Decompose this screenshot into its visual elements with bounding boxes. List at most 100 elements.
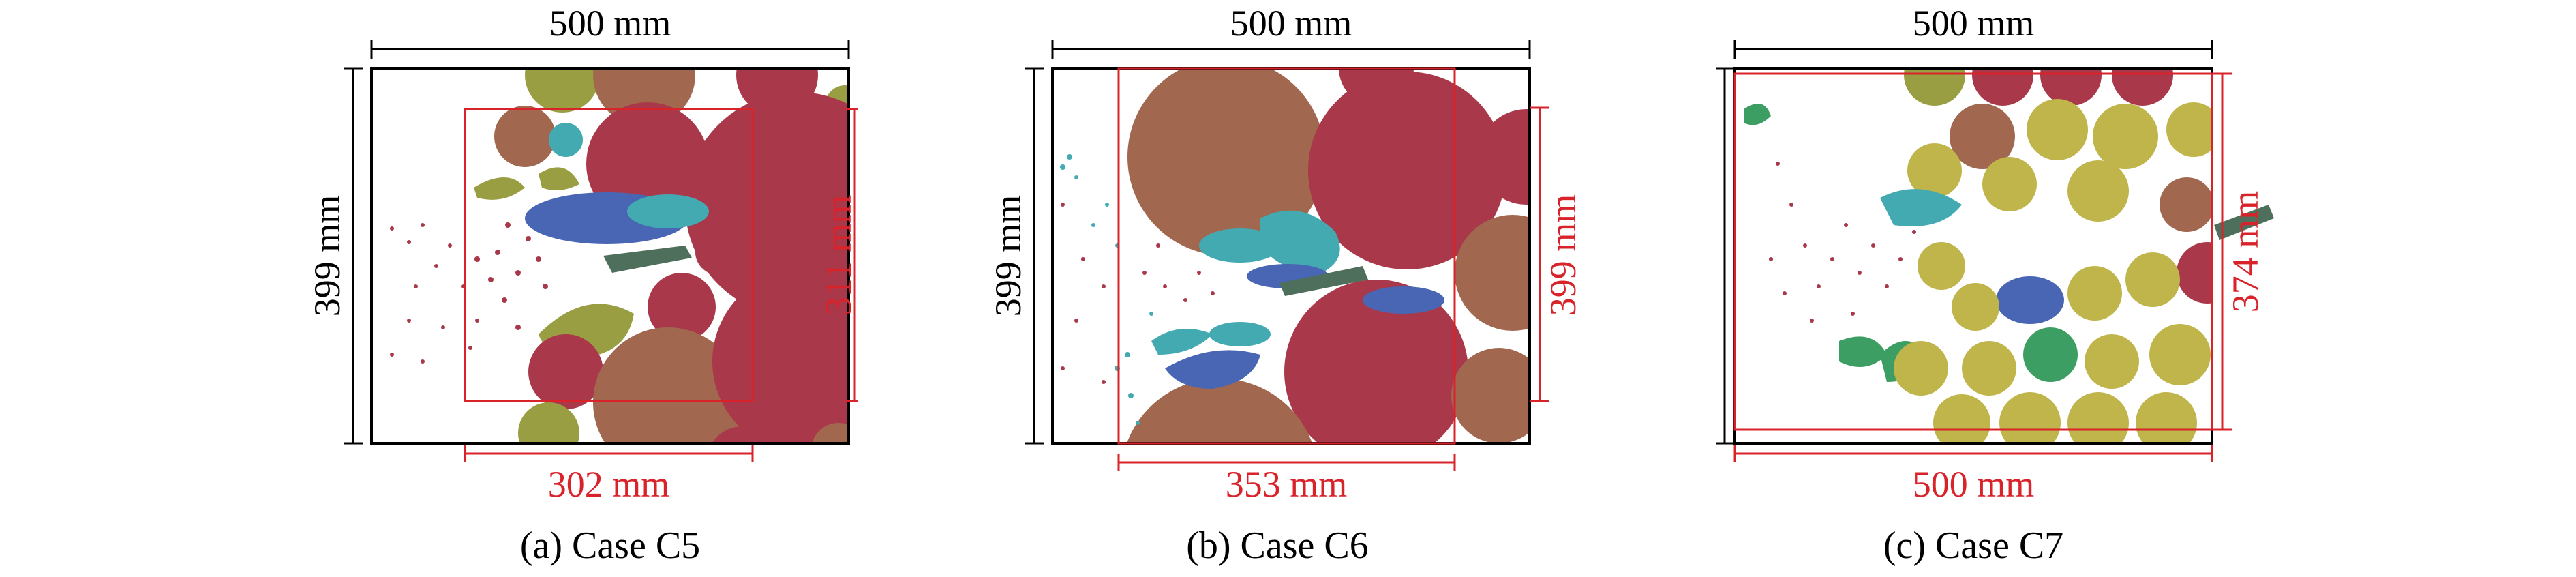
aggregate-particle [1880,189,1962,226]
aggregate-particle [1952,283,1999,331]
panel-b-drawing: 500 mm 399 mm 353 mm 399 mm (b) Case C6 [988,3,1584,567]
scattered-fragments [1060,154,1153,425]
width-dimension [1051,40,1531,59]
aggregate-particle [2177,242,2212,304]
aggregate-particle [2160,177,2212,232]
aggregate-particle [518,402,579,443]
aggregate-particle [1363,286,1444,314]
aggregate-particle [474,177,525,200]
aggregate-particle [1209,322,1271,346]
scattered-fragments [1061,203,1215,384]
box-height-label: 399 mm [1543,194,1584,316]
specimen-frame [370,67,850,445]
aggregate-particle [2166,102,2212,157]
box-width-dimension [1733,445,2213,462]
aggregate-particle [593,327,743,443]
aggregate-particle [549,123,583,157]
aggregate-particle [525,68,600,113]
panel-case-c5: 500 mm 399 mm 302 mm 311 mm (a) Case C5 [0,0,858,577]
aggregate-particle [1894,341,1948,396]
width-label: 500 mm [549,3,671,44]
aggregate-particle [2085,334,2139,389]
aggregate-particle [712,269,849,443]
panel-c-drawing: 500 mm 399 mm 500 mm 374 mm (c) Case C7 [1716,3,2274,567]
aggregate-particle [2027,99,2088,160]
aggregate-particle [2023,327,2078,382]
aggregate-particle [1451,348,1530,443]
aggregate-particle [1199,228,1281,263]
aggregate-particle [1284,280,1468,443]
aggregate-particle [648,273,716,341]
aggregate-particle [1126,379,1313,443]
aggregate-particle [1933,394,1990,443]
height-dimension [1025,67,1044,445]
width-dimension [370,40,850,59]
aggregate-particle [2040,68,2102,106]
aggregate-particle [494,106,556,167]
aggregate-particle [2067,160,2129,222]
aggregate-particle [1904,68,1965,106]
height-label: 399 mm [1716,195,1723,317]
box-height-label: 374 mm [2225,191,2266,313]
compressed-region-box [1117,67,1456,445]
scattered-fragments [390,222,548,364]
height-label: 399 mm [988,195,1029,317]
aggregate-particle [711,426,775,443]
particle-clusters [1060,68,1530,443]
cutting-blade [1279,266,1368,296]
aggregate-particle [1972,68,2033,106]
box-width-label: 302 mm [548,464,670,505]
panel-caption: (b) Case C6 [1186,524,1369,567]
cutting-blade [2214,205,2274,240]
aggregate-particle [627,194,709,228]
particle-clusters [1744,68,2212,443]
aggregate-particle [2067,266,2122,321]
panel-caption: (c) Case C7 [1883,524,2063,567]
aggregate-particle [1308,72,1506,269]
width-dimension [1733,40,2213,59]
aggregate-particle [1151,329,1213,355]
compressed-region-box [1733,72,2213,431]
aggregate-particle [1744,104,1771,125]
aggregate-particle [1918,242,1965,290]
particle-clusters [390,68,849,443]
aggregate-particle [695,228,750,276]
cutting-blade [603,246,692,273]
width-label: 500 mm [1913,3,2035,44]
box-width-dimension [1117,454,1456,471]
panel-a-drawing: 500 mm 399 mm 302 mm 311 mm (a) Case C5 [307,3,858,567]
compressed-region-box [464,108,754,402]
aggregate-particle [2125,252,2180,307]
aggregate-particle [1962,341,2016,396]
aggregate-particle [528,334,603,409]
box-width-label: 353 mm [1226,464,1348,505]
scattered-fragments [1769,162,1916,323]
aggregate-particle [1996,276,2064,324]
aggregate-particle [1907,143,1962,198]
box-width-label: 500 mm [1913,464,2035,505]
aggregate-particle [812,423,849,443]
aggregate-particle [1127,68,1325,256]
aggregate-particle [1950,104,2015,169]
height-dimension [344,67,363,445]
panel-caption: (a) Case C5 [520,524,700,567]
aggregate-particle [2149,324,2211,385]
box-height-dimension [2213,72,2232,431]
aggregate-particle [2112,68,2173,106]
aggregate-particle [1455,215,1530,331]
box-height-dimension [845,108,858,402]
panel-case-c6: 500 mm 399 mm 353 mm 399 mm (b) Case C6 [858,0,1716,577]
width-label: 500 mm [1230,3,1352,44]
aggregate-particle [1982,157,2037,211]
box-width-dimension [464,445,754,462]
box-height-label: 311 mm [818,195,858,316]
aggregate-particle [2093,104,2158,169]
box-height-dimension [1530,106,1549,402]
height-label: 399 mm [307,195,348,317]
panel-case-c7: 500 mm 399 mm 500 mm 374 mm (c) Case C7 [1716,0,2575,577]
aggregate-particle [1839,336,1887,367]
aggregate-particle [539,167,579,190]
aggregate-particle [1479,109,1530,205]
aggregate-particle [1165,350,1260,389]
height-dimension [1716,67,1733,445]
